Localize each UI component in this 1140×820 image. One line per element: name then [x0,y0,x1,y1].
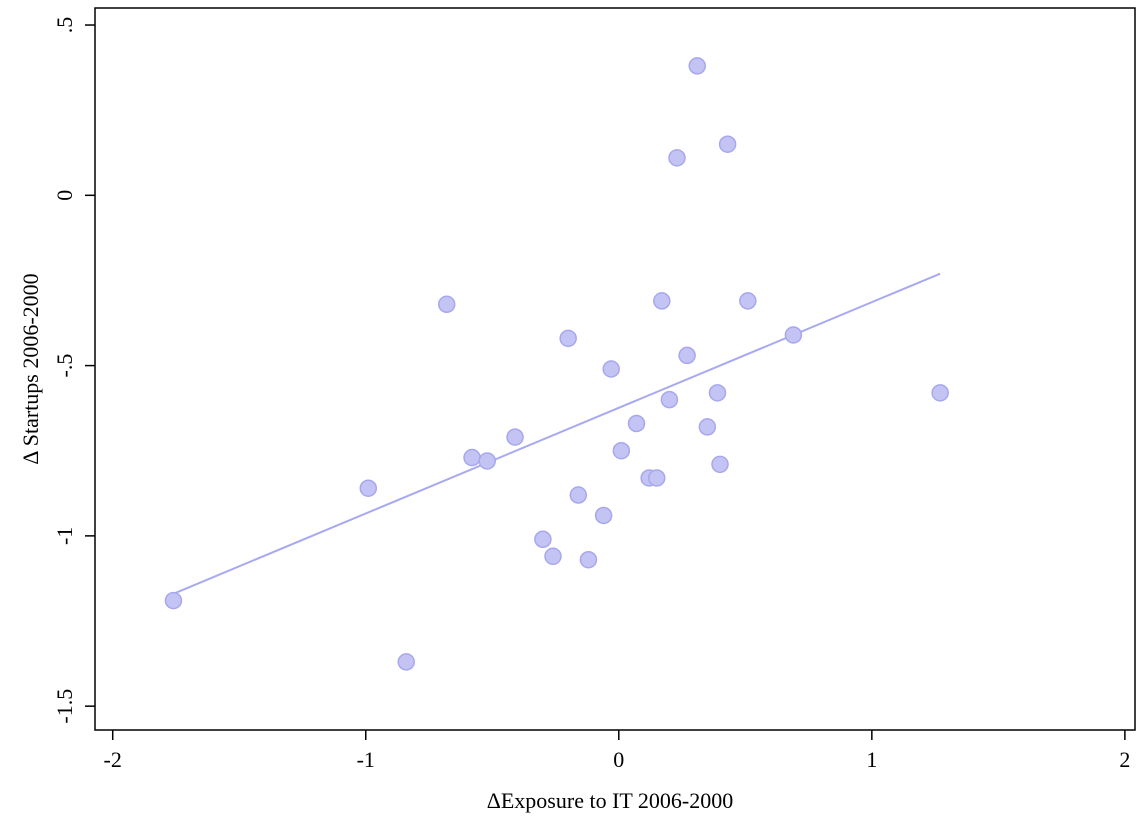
data-point [931,384,949,402]
data-point [506,428,524,446]
y-tick-label: 0 [52,190,77,201]
data-point [688,57,706,75]
x-tick-label: 0 [613,747,624,772]
data-point [579,550,598,569]
data-point [559,329,577,348]
data-point [478,452,496,470]
x-tick-label: 2 [1119,747,1130,772]
y-axis-label: Δ Startups 2006-2000 [18,273,43,464]
data-point [602,360,620,378]
data-point [463,448,481,467]
data-point [437,295,456,314]
x-axis-label: ΔExposure to IT 2006-2000 [487,788,734,813]
data-point [534,530,552,549]
data-point [678,346,696,365]
data-point [698,418,717,436]
data-point [397,653,415,671]
data-point [711,455,729,474]
x-tick-label: -2 [104,747,122,772]
data-point [627,414,646,433]
data-point [569,486,588,504]
fit-line [173,272,941,595]
x-axis-ticks: -2 -1 0 1 2 [104,730,1130,772]
data-point [612,441,631,460]
data-point [708,384,727,402]
data-point [660,390,679,409]
data-point [668,149,686,167]
y-tick-label: -1.5 [52,689,77,724]
data-point [653,292,671,310]
data-point [594,506,613,525]
data-point [359,479,378,497]
data-point [164,591,183,610]
x-tick-label: 1 [866,747,877,772]
data-points [164,57,949,671]
plot-frame [94,7,1136,731]
fit-line-group [173,272,941,595]
y-axis-ticks: .5 0 -.5 -1 -1.5 [52,17,95,724]
data-point [784,326,803,344]
y-tick-label: .5 [52,17,77,34]
y-tick-label: -.5 [52,354,77,378]
y-tick-label: -1 [52,527,77,545]
data-point [648,469,666,487]
data-point [739,292,757,310]
x-tick-label: -1 [357,747,375,772]
data-point [718,135,737,153]
data-point [544,547,562,566]
